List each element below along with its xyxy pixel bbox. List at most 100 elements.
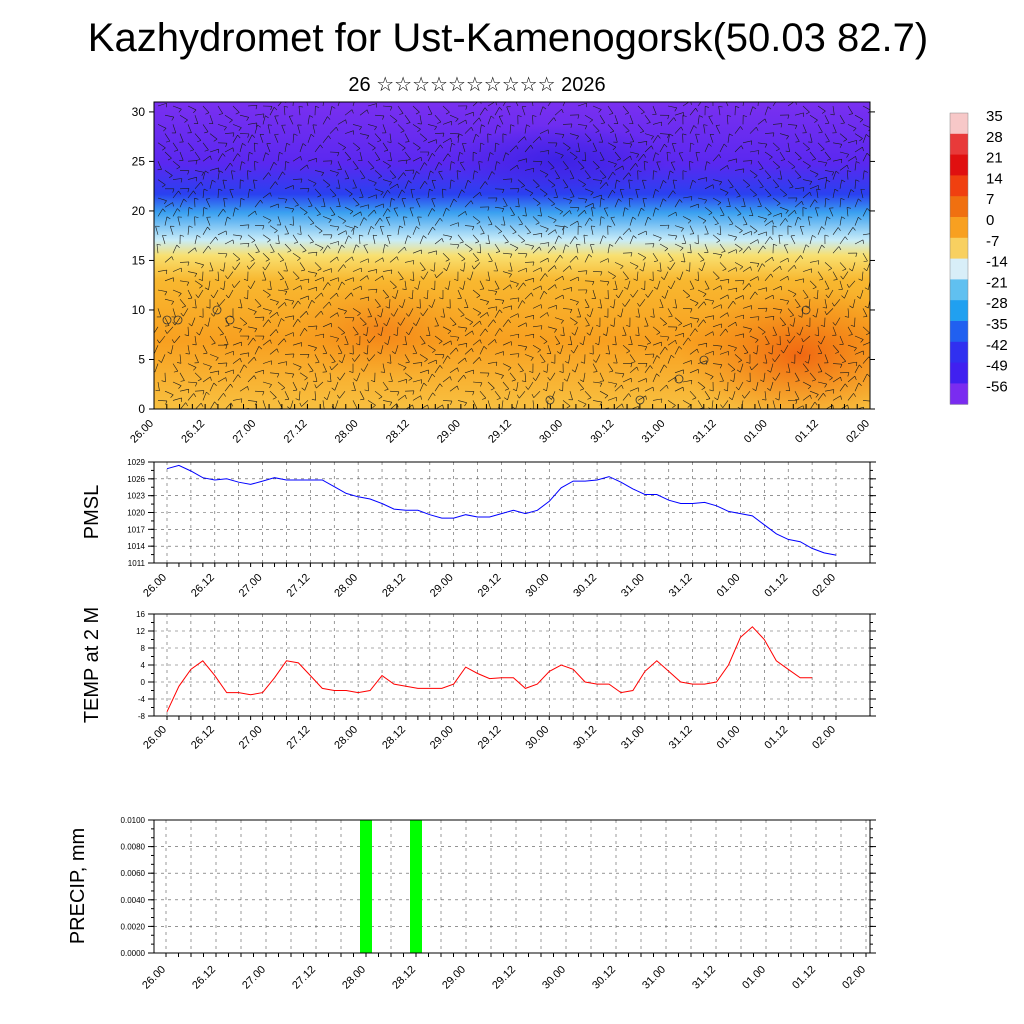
wind-barb-flag	[698, 268, 703, 272]
wind-barb-flag	[586, 332, 591, 336]
wind-barb-flag	[817, 340, 822, 345]
wind-barb-flag	[690, 142, 695, 145]
wind-barb	[607, 396, 617, 401]
wind-barb	[382, 190, 388, 199]
wind-barb	[869, 244, 870, 245]
wind-barb	[689, 225, 695, 234]
wind-barb	[704, 350, 714, 355]
wind-barb	[636, 271, 639, 281]
y-tick-label: 0.0080	[121, 843, 146, 852]
wind-barb-flag	[188, 207, 193, 210]
wind-barb-flag	[494, 339, 497, 344]
wind-barb	[742, 305, 752, 309]
wind-barb	[191, 317, 196, 327]
cold-region	[450, 125, 670, 195]
wind-barb-flag	[841, 216, 846, 219]
wind-barb	[412, 362, 422, 364]
wind-barb-flag	[384, 342, 388, 345]
wind-barb	[408, 326, 414, 335]
wind-barb	[487, 381, 495, 389]
wind-barb-flag	[852, 227, 856, 231]
wind-barb	[770, 363, 774, 373]
wind-barb-flag	[813, 297, 818, 300]
wind-barb-flag	[327, 116, 331, 120]
y-tick-label: 8	[141, 644, 146, 653]
wind-barb-flag	[465, 119, 467, 124]
wind-barb	[765, 410, 770, 417]
colorbar-label: -14	[986, 254, 1008, 271]
wind-barb	[689, 348, 698, 355]
wind-barb	[254, 199, 261, 208]
wind-barb-flag	[769, 236, 773, 241]
wind-barb-flag	[309, 115, 314, 118]
wind-barb	[607, 142, 616, 148]
wind-barb	[539, 273, 546, 281]
wind-barb	[599, 151, 605, 161]
wind-barb-flag	[767, 369, 771, 373]
wind-barb-flag	[212, 179, 216, 183]
wind-barb	[524, 167, 534, 171]
wind-barb-flag	[769, 156, 773, 160]
wind-barb-flag	[609, 370, 614, 373]
wind-barb	[644, 133, 654, 137]
wind-barb-flag	[229, 162, 233, 167]
colorbar-swatch	[950, 362, 968, 384]
wind-barb	[382, 381, 389, 390]
wind-barb-flag	[809, 181, 813, 186]
wind-barb	[771, 345, 774, 355]
wind-barb-flag	[355, 244, 360, 248]
wind-barb-flag	[738, 360, 742, 363]
wind-barb	[344, 109, 353, 116]
wind-barb	[368, 354, 376, 362]
wind-barb	[269, 243, 275, 253]
wind-barb-flag	[850, 324, 855, 327]
wind-barb-flag	[427, 113, 433, 115]
wind-barb	[415, 198, 421, 208]
wind-barb-flag	[431, 208, 436, 212]
wind-barb	[629, 262, 639, 267]
wind-barb-flag	[613, 163, 617, 168]
wind-barb	[247, 252, 255, 260]
wind-barb-flag	[399, 225, 404, 229]
heatmap-x-tick-label: 27.12	[282, 418, 310, 446]
wind-barb	[494, 142, 496, 153]
wind-barb	[824, 354, 829, 363]
wind-barb	[472, 216, 481, 223]
wind-barb-flag	[794, 125, 798, 130]
wind-barb	[356, 372, 361, 382]
precip-x-tick-label: 28.00	[340, 964, 368, 992]
wind-barb	[434, 132, 445, 134]
wind-barb	[431, 299, 436, 308]
wind-barb-flag	[589, 352, 594, 355]
colorbar-swatch	[950, 258, 968, 280]
wind-barb	[164, 298, 174, 302]
wind-barb	[259, 134, 264, 143]
wind-barb-flag	[336, 256, 339, 261]
wind-barb-flag	[635, 163, 638, 167]
wind-barb-flag	[451, 161, 455, 164]
wind-barb	[860, 189, 864, 199]
wind-barb	[179, 198, 184, 208]
wind-barb	[656, 280, 661, 290]
wind-barb-flag	[387, 208, 391, 212]
wind-barb	[385, 217, 391, 226]
wind-barb	[334, 400, 339, 409]
wind-barb	[629, 366, 638, 374]
wind-barb-flag	[178, 293, 182, 297]
wind-barb	[247, 210, 256, 217]
wind-barb-flag	[555, 142, 558, 147]
wind-barb	[337, 161, 342, 170]
wind-barb-flag	[196, 332, 200, 336]
wind-barb-flag	[746, 185, 751, 188]
wind-barb-flag	[570, 196, 575, 198]
wind-barb-flag	[577, 114, 580, 119]
wind-barb	[472, 381, 482, 384]
wind-barb	[164, 202, 173, 208]
wind-barb-flag	[366, 339, 370, 344]
wind-barb	[554, 108, 562, 116]
wind-barb-flag	[331, 106, 336, 109]
wind-barb	[547, 179, 556, 186]
wind-barb	[547, 345, 552, 354]
wind-barb	[478, 161, 481, 171]
wind-barb	[667, 105, 677, 109]
